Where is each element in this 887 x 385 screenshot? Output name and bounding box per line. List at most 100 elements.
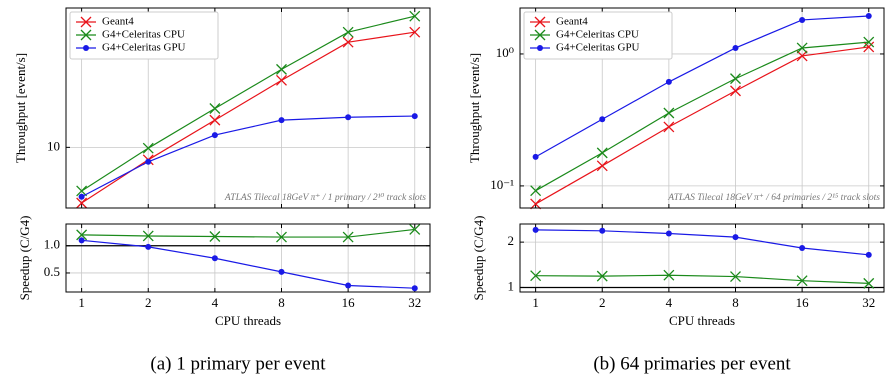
point [730, 271, 741, 283]
point [599, 227, 606, 234]
legend-marker [534, 16, 546, 28]
point [665, 78, 672, 85]
legend-label: G4+Celeritas GPU [556, 42, 640, 54]
y-axis-label: Speedup (C/G4) [471, 216, 486, 301]
point [663, 121, 675, 133]
caption: (b) 64 primaries per event [593, 353, 791, 374]
y-tick-label: 10⁻¹ [490, 177, 514, 192]
y-axis-label: Throughput [event/s] [13, 53, 28, 163]
x-axis-label: CPU threads [215, 313, 281, 328]
y-tick-label: 10 [47, 138, 60, 153]
point [530, 198, 542, 210]
point [530, 270, 542, 282]
point [345, 282, 352, 289]
point [732, 234, 739, 241]
point [663, 107, 675, 119]
legend-label: Geant4 [102, 16, 134, 28]
x-tick-label: 1 [78, 295, 85, 310]
point [209, 231, 221, 242]
series-line [535, 229, 869, 256]
point [342, 36, 354, 48]
legend-label: G4+Celeritas GPU [102, 42, 186, 54]
y-tick-label: 1 [508, 278, 515, 293]
axes-frame [65, 223, 431, 293]
point [596, 270, 608, 282]
x-tick-label: 8 [732, 295, 739, 310]
x-tick-label: 16 [796, 295, 810, 310]
x-tick-label: 4 [666, 295, 673, 310]
point [409, 26, 421, 38]
x-tick-label: 4 [212, 295, 219, 310]
legend-label: Geant4 [556, 16, 588, 28]
point [145, 243, 152, 250]
y-tick-label: 2 [508, 233, 515, 248]
x-tick-label: 2 [599, 295, 606, 310]
point [342, 231, 354, 243]
x-tick-label: 32 [408, 295, 421, 310]
point [865, 12, 872, 19]
x-tick-label: 8 [278, 295, 285, 310]
point [796, 42, 808, 54]
point [665, 230, 672, 237]
series-line [535, 15, 869, 158]
legend-label: G4+Celeritas CPU [102, 29, 185, 41]
point [345, 114, 352, 121]
x-tick-label: 32 [862, 295, 875, 310]
point [276, 74, 287, 86]
axes-frame [519, 223, 885, 293]
point [276, 63, 287, 75]
point [76, 197, 88, 209]
point [145, 158, 152, 165]
point [342, 26, 354, 38]
point [596, 147, 608, 159]
point [730, 73, 741, 85]
caption: (a) 1 primary per event [150, 353, 326, 374]
point [532, 153, 539, 160]
point [209, 103, 221, 114]
x-axis-label: CPU threads [669, 313, 735, 328]
point [76, 229, 88, 241]
axes-frame [519, 7, 885, 209]
legend-marker [80, 16, 92, 28]
point [209, 114, 221, 126]
y-axis-label: Speedup (C/G4) [17, 216, 32, 301]
axes-frame [65, 7, 431, 209]
series-line [535, 41, 869, 192]
point [799, 16, 806, 23]
point [411, 113, 418, 120]
point [863, 36, 875, 48]
annotation: ATLAS Tilecal 18GeV π⁺ / 1 primary / 2¹⁰… [224, 193, 426, 203]
point [278, 117, 285, 124]
x-tick-label: 1 [532, 295, 539, 310]
y-tick-label: 0.5 [44, 264, 60, 279]
point [599, 116, 606, 123]
point [596, 160, 608, 172]
y-tick-label: 1.0 [44, 237, 60, 252]
annotation: ATLAS Tilecal 18GeV π⁺ / 64 primaries / … [667, 193, 880, 203]
point [211, 132, 218, 139]
series-line [535, 46, 869, 205]
point [796, 50, 808, 62]
point [863, 277, 875, 289]
series-line [81, 15, 415, 192]
point [411, 285, 418, 292]
point [278, 268, 285, 275]
legend-label: G4+Celeritas CPU [556, 29, 639, 41]
point [276, 231, 287, 243]
point [409, 10, 421, 22]
legend-marker [537, 45, 543, 51]
legend-marker [534, 29, 546, 41]
point [78, 193, 85, 200]
point [409, 223, 421, 235]
point [863, 41, 875, 53]
legend-box [523, 11, 673, 60]
legend-marker [83, 45, 89, 51]
point [663, 269, 675, 281]
point [211, 255, 218, 262]
point [530, 185, 542, 197]
y-axis-label: Throughput [event/s] [467, 53, 482, 163]
legend-marker [80, 29, 92, 41]
y-tick-label: 10⁰ [496, 45, 514, 60]
point [796, 275, 808, 287]
